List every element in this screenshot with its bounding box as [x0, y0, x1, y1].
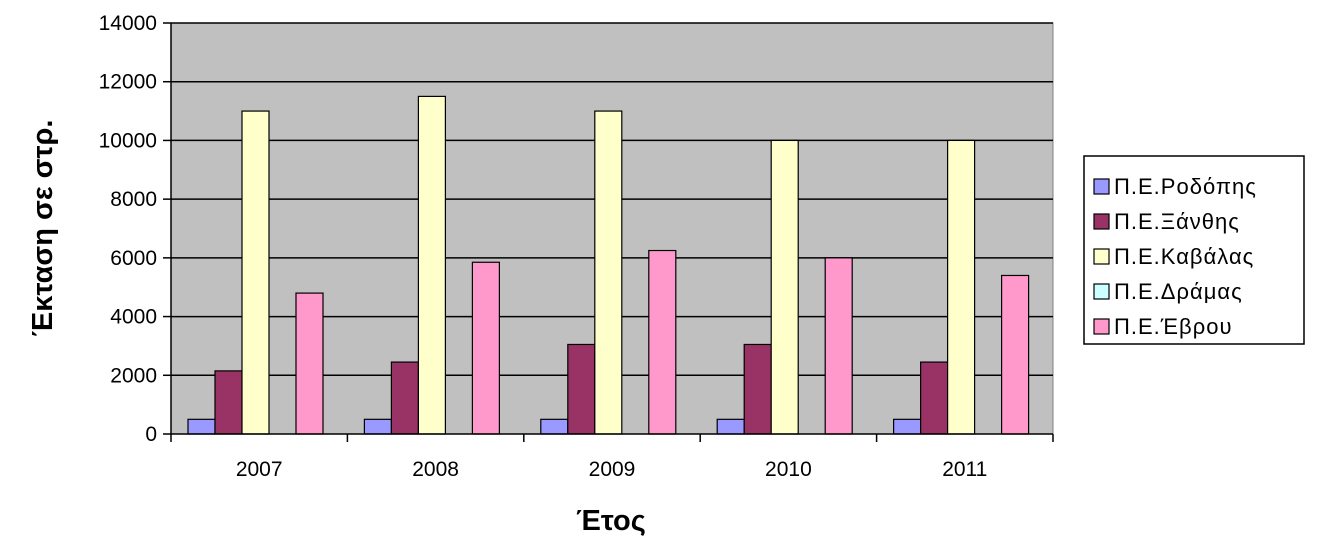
y-tick-label: 2000 — [110, 364, 157, 387]
legend-swatch — [1093, 213, 1110, 230]
bar — [919, 361, 949, 435]
legend-label: Π.Ε.Ροδόπης — [1114, 174, 1257, 199]
y-tick-label: 12000 — [99, 71, 157, 94]
legend-label: Π.Ε.Δράμας — [1114, 279, 1243, 304]
x-tick-labels: 2007 2008 2009 2010 2011 — [236, 458, 988, 481]
bar — [594, 110, 623, 435]
bar — [946, 139, 976, 435]
x-tick-label: 2008 — [412, 458, 459, 481]
legend-label: Π.Ε.Καβάλας — [1114, 244, 1254, 269]
bar — [716, 418, 745, 435]
bar — [824, 257, 853, 435]
legend-box — [1083, 155, 1305, 345]
legend-swatch — [1093, 318, 1110, 335]
bar — [743, 343, 772, 435]
bar — [892, 418, 922, 435]
bar — [417, 95, 446, 435]
x-tick-label: 2010 — [765, 458, 812, 481]
x-tick-label: 2011 — [942, 458, 987, 481]
bar — [363, 418, 392, 435]
bar — [567, 343, 596, 435]
y-tick-label: 4000 — [110, 306, 157, 329]
bar — [471, 261, 500, 435]
bar — [187, 418, 216, 435]
legend-label: Π.Ε.Έβρου — [1114, 314, 1232, 339]
y-axis-title: Έκταση σε στρ. — [27, 120, 59, 337]
x-tick-label: 2009 — [589, 458, 636, 481]
legend-items: Π.Ε.Ροδόπης Π.Ε.Ξάνθης Π.Ε.Καβάλας Π.Ε.Δράμ… — [1093, 174, 1257, 339]
bar — [214, 370, 243, 435]
bar — [1000, 274, 1030, 435]
bar — [540, 418, 569, 435]
y-tick-label: 10000 — [99, 129, 157, 152]
legend-swatch — [1093, 248, 1110, 265]
legend: Π.Ε.Ροδόπης Π.Ε.Ξάνθης Π.Ε.Καβάλας Π.Ε.Δράμ… — [1083, 155, 1305, 345]
legend-label: Π.Ε.Ξάνθης — [1114, 209, 1240, 234]
y-tick-label: 6000 — [110, 247, 157, 270]
x-tick-label: 2007 — [236, 458, 283, 481]
y-tick-label: 0 — [145, 423, 157, 446]
y-tick-label: 14000 — [99, 12, 157, 35]
legend-swatch — [1093, 283, 1110, 300]
y-tick-labels: 0 2000 4000 6000 8000 10000 12000 14000 — [99, 12, 157, 446]
x-axis-title: Έτος — [576, 505, 646, 537]
bar — [390, 361, 419, 435]
bar — [770, 139, 799, 435]
legend-swatch — [1093, 178, 1110, 195]
y-tick-label: 8000 — [110, 188, 157, 211]
bar — [648, 249, 677, 435]
axes — [163, 22, 1054, 442]
bar — [241, 110, 270, 435]
bar — [295, 292, 324, 435]
